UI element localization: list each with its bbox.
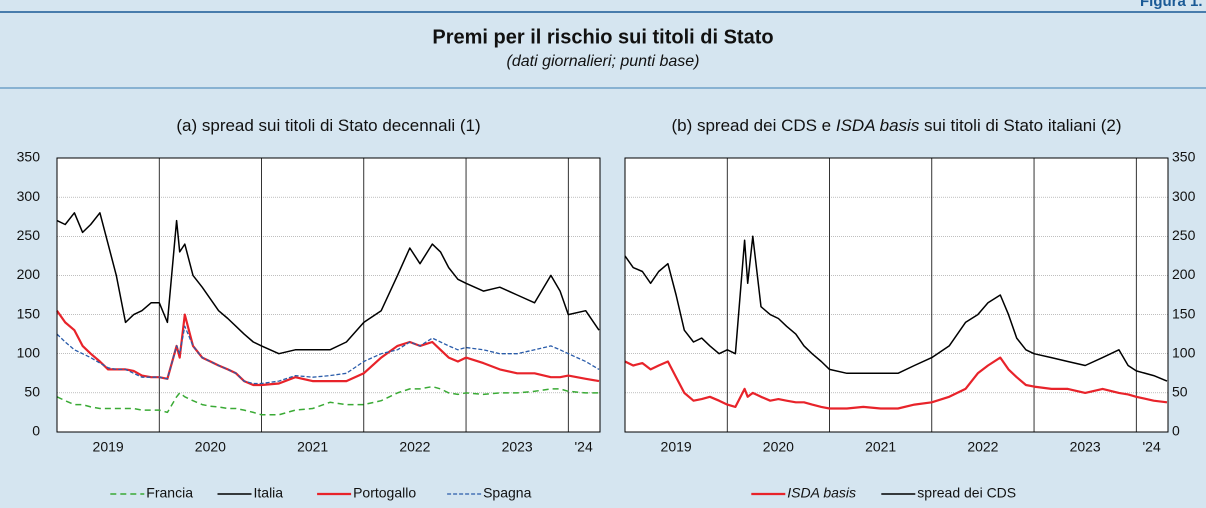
x-tick-label: '24: [1143, 439, 1161, 455]
y-tick-label: 150: [1172, 305, 1196, 321]
title-part: sui titoli di Stato italiani (2): [919, 116, 1121, 135]
series-line: [624, 356, 1168, 410]
panel-title: (a) spread sui titoli di Stato decennali…: [176, 116, 480, 135]
y-tick-label: 200: [17, 266, 41, 282]
y-tick-label: 250: [17, 227, 41, 243]
series-line: [56, 385, 599, 416]
x-tick-label: 2020: [195, 439, 226, 455]
x-tick-label: 2021: [865, 439, 896, 455]
y-tick-label: 50: [24, 384, 40, 400]
y-tick-label: 50: [1172, 384, 1188, 400]
plot-area: [57, 158, 600, 432]
y-tick-label: 100: [1172, 344, 1196, 360]
legend-label: ISDA basis: [787, 485, 856, 501]
legend-label: Portogallo: [353, 485, 416, 501]
series-line: [56, 212, 600, 355]
legend-label: Francia: [146, 485, 193, 501]
y-tick-label: 150: [17, 305, 41, 321]
x-tick-label: 2023: [1070, 439, 1101, 455]
x-tick-label: 2020: [763, 439, 794, 455]
plot-frame: [624, 157, 1169, 433]
series-line: [624, 235, 1168, 382]
subtitle: (dati giornalieri; punti base): [507, 53, 700, 70]
y-tick-label: 100: [17, 344, 41, 360]
legend-label: spread dei CDS: [917, 485, 1016, 501]
y-tick-label: 350: [17, 149, 41, 165]
x-tick-label: 2019: [661, 439, 692, 455]
legend-label: Spagna: [483, 485, 531, 501]
plot-area: [625, 158, 1168, 432]
figure-label: Figura 1.: [1140, 0, 1203, 10]
plot-frame: [56, 157, 601, 433]
title-part: (a) spread sui titoli di Stato decennali…: [176, 116, 480, 135]
y-tick-label: 300: [17, 188, 41, 204]
y-tick-label: 0: [32, 423, 40, 439]
y-tick-label: 300: [1172, 188, 1196, 204]
x-tick-label: 2023: [502, 439, 533, 455]
x-tick-label: 2019: [93, 439, 124, 455]
y-tick-label: 250: [1172, 227, 1196, 243]
x-tick-label: 2022: [967, 439, 998, 455]
series-line: [56, 325, 600, 385]
x-tick-label: 2022: [399, 439, 430, 455]
title-part: ISDA basis: [836, 116, 920, 135]
x-tick-label: 2021: [297, 439, 328, 455]
y-tick-label: 200: [1172, 266, 1196, 282]
legend-label: Italia: [254, 485, 284, 501]
title: Premi per il rischio sui titoli di Stato: [432, 26, 773, 48]
x-tick-label: '24: [575, 439, 593, 455]
title-part: (b) spread dei CDS e: [671, 116, 835, 135]
y-tick-label: 0: [1172, 423, 1180, 439]
y-tick-label: 350: [1172, 149, 1196, 165]
panel-title: (b) spread dei CDS e ISDA basis sui tito…: [671, 116, 1121, 135]
